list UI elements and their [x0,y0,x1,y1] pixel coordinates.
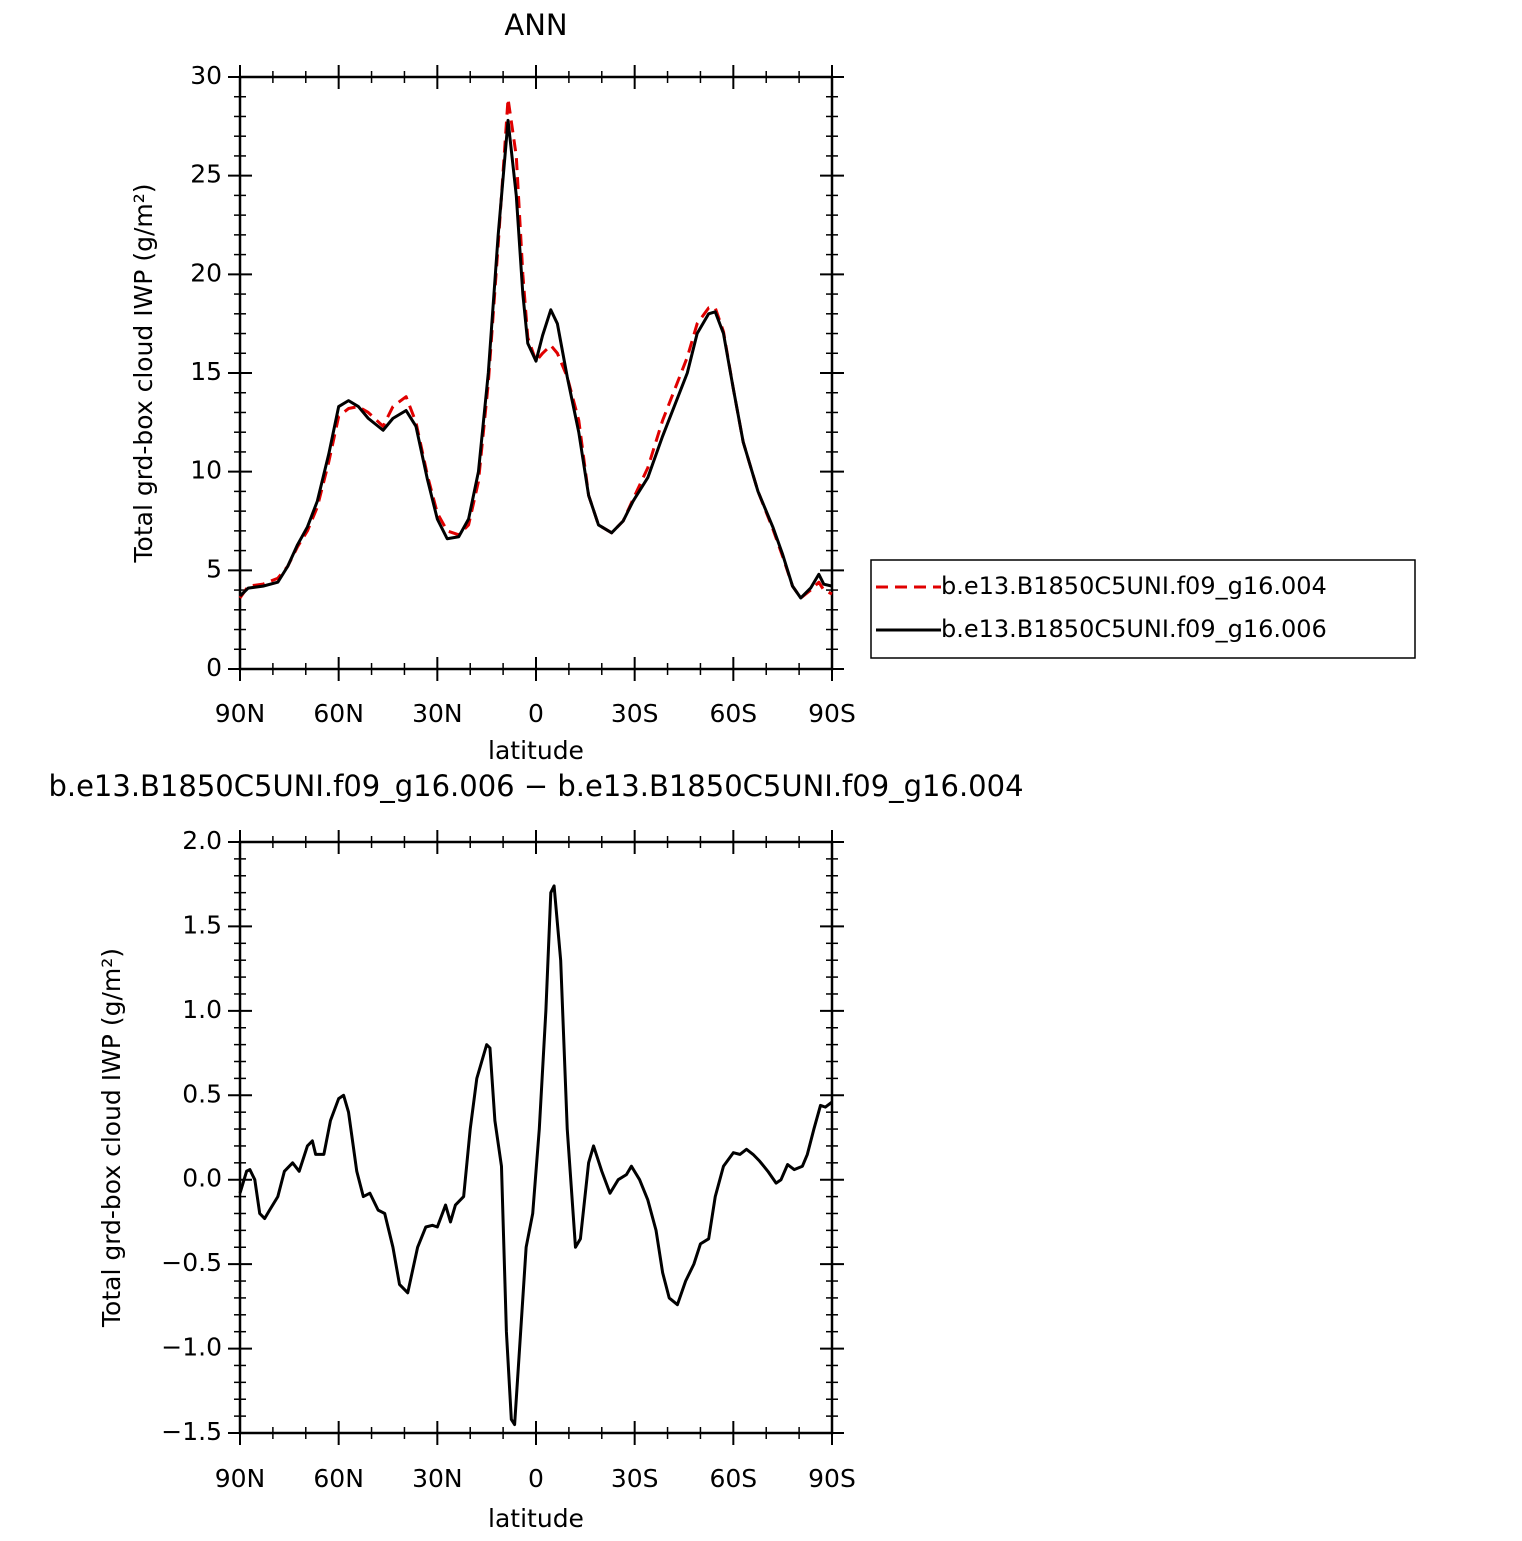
chart-title: ANN [504,8,567,42]
y-axis-label: Total grd-box cloud IWP (g/m²) [129,183,158,563]
y-tick-label: 20 [190,258,222,287]
y-tick-label: 2.0 [182,826,222,855]
x-tick-label: 30N [412,699,463,728]
y-tick-label: 5 [206,554,222,583]
data-line [238,118,833,600]
plot-frame [238,75,834,671]
x-tick-label: 30S [611,1464,659,1493]
y-tick-label: 30 [190,61,222,90]
x-tick-label: 30S [611,699,659,728]
y-tick-label: 1.0 [182,995,222,1024]
y-tick-label: 0.5 [182,1079,222,1108]
data-line [238,97,833,600]
y-axis-label: Total grd-box cloud IWP (g/m²) [97,948,126,1328]
legend-label: b.e13.B1850C5UNI.f09_g16.004 [941,572,1327,600]
x-axis-label: latitude [488,736,584,765]
x-tick-label: 0 [528,1464,544,1493]
x-tick-label: 60N [313,1464,364,1493]
x-tick-label: 90N [215,1464,266,1493]
y-tick-label: 10 [190,456,222,485]
chart-title: b.e13.B1850C5UNI.f09_g16.006 − b.e13.B18… [48,769,1023,803]
x-tick-label: 60S [709,699,757,728]
y-tick-label: −1.0 [161,1333,222,1362]
legend-box [870,559,1416,659]
x-tick-label: 60N [313,699,364,728]
y-tick-label: 25 [190,160,222,189]
x-tick-label: 90N [215,699,266,728]
y-tick-label: −0.5 [161,1248,222,1277]
legend-label: b.e13.B1850C5UNI.f09_g16.006 [941,615,1327,643]
x-axis-label: latitude [488,1504,584,1533]
data-line [238,884,833,1427]
x-tick-label: 90S [808,1464,856,1493]
x-tick-label: 0 [528,699,544,728]
y-tick-label: 0 [206,653,222,682]
x-tick-label: 60S [709,1464,757,1493]
y-tick-label: 15 [190,357,222,386]
y-tick-label: −1.5 [161,1417,222,1446]
plot-frame [238,840,834,1435]
y-tick-label: 1.5 [182,910,222,939]
x-tick-label: 30N [412,1464,463,1493]
x-tick-label: 90S [808,699,856,728]
y-tick-label: 0.0 [182,1164,222,1193]
